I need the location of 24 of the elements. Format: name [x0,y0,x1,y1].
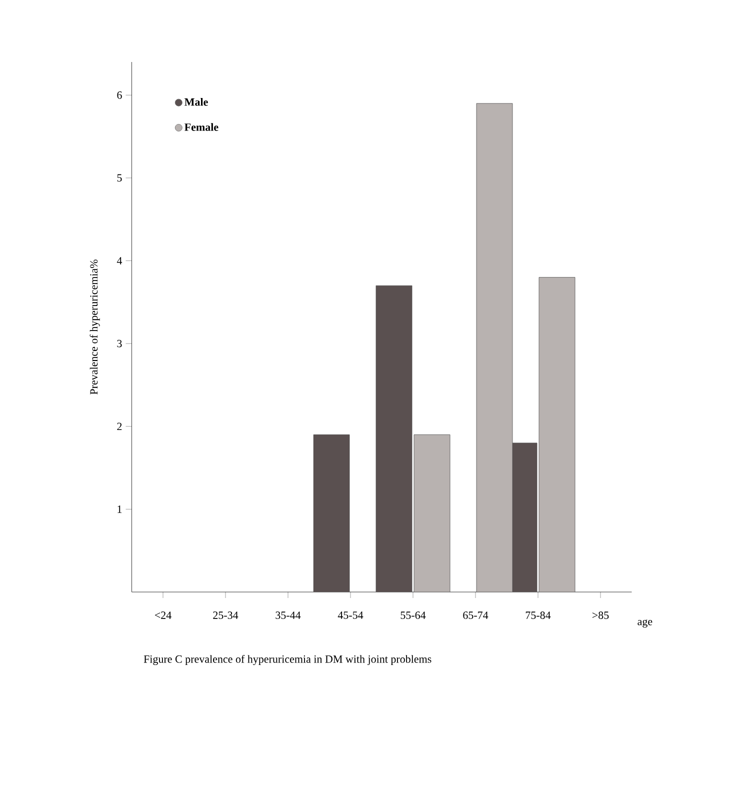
bar [476,103,513,592]
x-tick-label: 65-74 [463,612,488,619]
bar [313,434,350,592]
y-tick-label: 4 [116,257,122,264]
x-tick-label: <24 [154,612,172,619]
text: Figure C prevalence of hyperuricemia in DM with joint problems [144,654,432,666]
y-tick-label: 1 [118,506,122,513]
x-tick-label: 55-64 [400,612,426,619]
x-tick-label: 35-44 [276,612,301,619]
x-axis-title: age [638,620,652,628]
y-tick-label: 3 [117,340,122,348]
x-tick-label: 45-54 [338,612,364,619]
bar [414,434,450,592]
legend-label: Male [184,98,208,106]
bar [538,277,576,592]
legend-label: Female [184,123,218,131]
y-tick-label: 5 [117,174,122,182]
x-tick-label: 75-84 [526,612,551,619]
y-tick-label: 6 [117,91,122,99]
bar [376,285,412,592]
y-tick-label: 2 [117,422,122,430]
x-tick-label: >85 [592,612,609,619]
y-axis-title: Prevalence of hyperuricemia% [90,260,100,394]
x-tick-label: 25-34 [213,612,238,619]
